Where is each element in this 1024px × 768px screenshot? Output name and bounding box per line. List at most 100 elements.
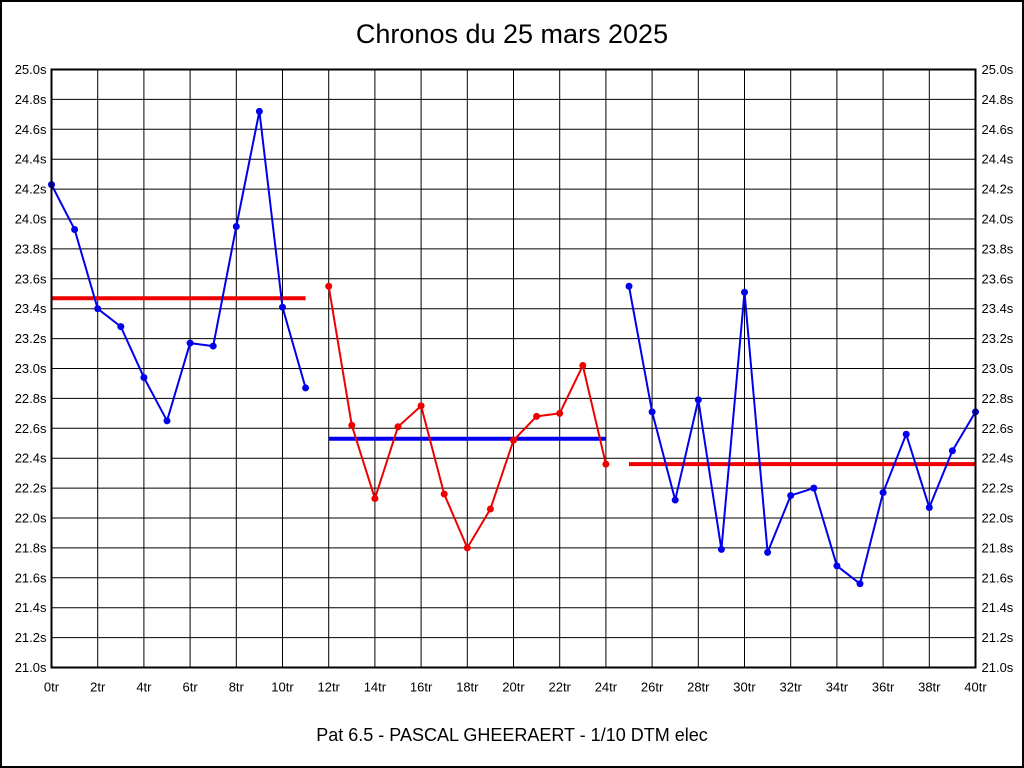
y-tick-label-left: 22.8s [15,391,47,406]
run-3-data-point [787,492,795,500]
run-1-data-point [232,222,240,230]
run-1-data-point [279,303,286,311]
chart-title: Chronos du 25 mars 2025 [355,19,669,49]
y-tick-label-left: 21.0s [15,660,47,675]
x-tick-label: 6tr [183,680,199,695]
x-tick-label: 10tr [271,680,294,695]
y-tick-label-left: 22.6s [15,421,47,436]
run-1-data-point [302,384,310,392]
x-tick-label: 28tr [687,680,710,695]
run-2-data-point [602,460,610,468]
x-tick-label: 14tr [364,680,387,695]
x-tick-label: 26tr [641,680,664,695]
y-tick-label-left: 25.0s [15,62,47,77]
y-tick-label-left: 22.0s [15,511,47,526]
x-tick-label: 30tr [733,680,756,695]
run-3-data-point [625,282,633,290]
x-tick-label: 12tr [317,680,340,695]
run-3-data-point [648,408,656,416]
y-tick-label-right: 22.6s [982,421,1014,436]
x-tick-label: 22tr [548,680,571,695]
y-tick-label-right: 25.0s [982,62,1014,77]
run-2-data-point [394,423,402,431]
y-tick-label-left: 21.4s [15,600,47,615]
y-tick-label-right: 21.6s [982,570,1014,585]
x-tick-label: 40tr [964,680,987,695]
run-3-line [628,286,977,585]
y-tick-label-right: 23.0s [982,361,1014,376]
y-tick-label-left: 22.2s [15,481,47,496]
x-tick-label: 38tr [918,680,941,695]
chart-footer: Pat 6.5 - PASCAL GHEERAERT - 1/10 DTM el… [316,725,708,745]
y-tick-label-right: 24.0s [982,212,1014,227]
y-tick-label-right: 23.4s [982,301,1014,316]
y-tick-label-left: 24.0s [15,212,47,227]
run-1-line [50,110,307,422]
run-3-data-point [764,548,772,556]
run-2-data-point [486,505,494,513]
y-tick-label-left: 23.4s [15,301,47,316]
x-tick-label: 20tr [502,680,525,695]
y-tick-label-left: 22.4s [15,451,47,466]
x-tick-label: 4tr [136,680,152,695]
run-2-data-point [417,402,425,410]
y-tick-label-left: 23.0s [15,361,47,376]
y-tick-label-right: 21.8s [982,540,1014,555]
y-tick-label-left: 23.2s [15,331,47,346]
y-tick-label-left: 24.8s [15,92,47,107]
run-3-data-point [879,489,887,497]
run-3-data-point [671,496,679,504]
run-3-data-point [810,484,818,492]
x-tick-label: 18tr [456,680,479,695]
run-1-data-point [186,339,194,347]
run-3-data-point [856,580,864,588]
run-2-data-point [440,490,448,498]
run-2-data-point [579,362,587,370]
y-tick-label-right: 21.4s [982,600,1014,615]
run-1-data-point [163,417,171,425]
run-1-data-point [140,373,148,381]
x-tick-label: 36tr [872,680,895,695]
run-2-data-point [463,544,471,552]
y-tick-label-left: 23.6s [15,271,47,286]
y-tick-label-right: 22.4s [982,451,1014,466]
run-3-data-point [948,447,956,455]
y-tick-label-right: 22.8s [982,391,1014,406]
plot-border [50,68,977,669]
x-tick-label: 24tr [595,680,618,695]
run-2-data-point [556,409,564,417]
y-tick-label-left: 21.2s [15,630,47,645]
y-tick-label-right: 23.6s [982,271,1014,286]
y-tick-label-left: 21.6s [15,570,47,585]
y-tick-label-left: 21.8s [15,540,47,555]
run-2-data-point [325,282,333,290]
x-tick-label: 2tr [90,680,106,695]
y-tick-label-right: 22.2s [982,481,1014,496]
run-2-data-point [533,412,541,420]
run-3-data-point [833,562,841,570]
run-2-data-point [348,421,356,429]
y-tick-label-right: 21.2s [982,630,1014,645]
run-1-data-point [71,225,79,233]
run-3-data-point [925,504,933,512]
run-3-data-point [741,288,748,296]
y-tick-label-left: 24.2s [15,182,47,197]
run-3-data-point [694,396,702,404]
y-tick-label-left: 23.8s [15,241,47,256]
y-tick-label-left: 24.6s [15,122,47,137]
run-3-data-point [902,430,910,438]
y-tick-label-right: 21.0s [982,660,1014,675]
run-2-data-point [510,436,517,444]
x-tick-label: 34tr [826,680,849,695]
y-tick-label-right: 24.2s [982,182,1014,197]
y-tick-label-right: 24.8s [982,92,1014,107]
x-tick-label: 0tr [44,680,60,695]
run-1-data-point [255,107,263,115]
run-1-data-point [117,323,125,331]
x-tick-label: 8tr [229,680,245,695]
y-tick-label-right: 23.8s [982,241,1014,256]
run-3-data-point [717,545,725,553]
y-tick-label-right: 24.4s [982,152,1014,167]
y-tick-label-right: 24.6s [982,122,1014,137]
